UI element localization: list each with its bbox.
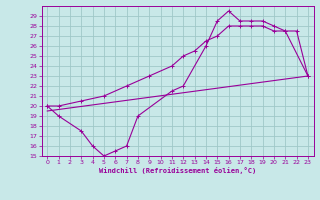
X-axis label: Windchill (Refroidissement éolien,°C): Windchill (Refroidissement éolien,°C) (99, 167, 256, 174)
